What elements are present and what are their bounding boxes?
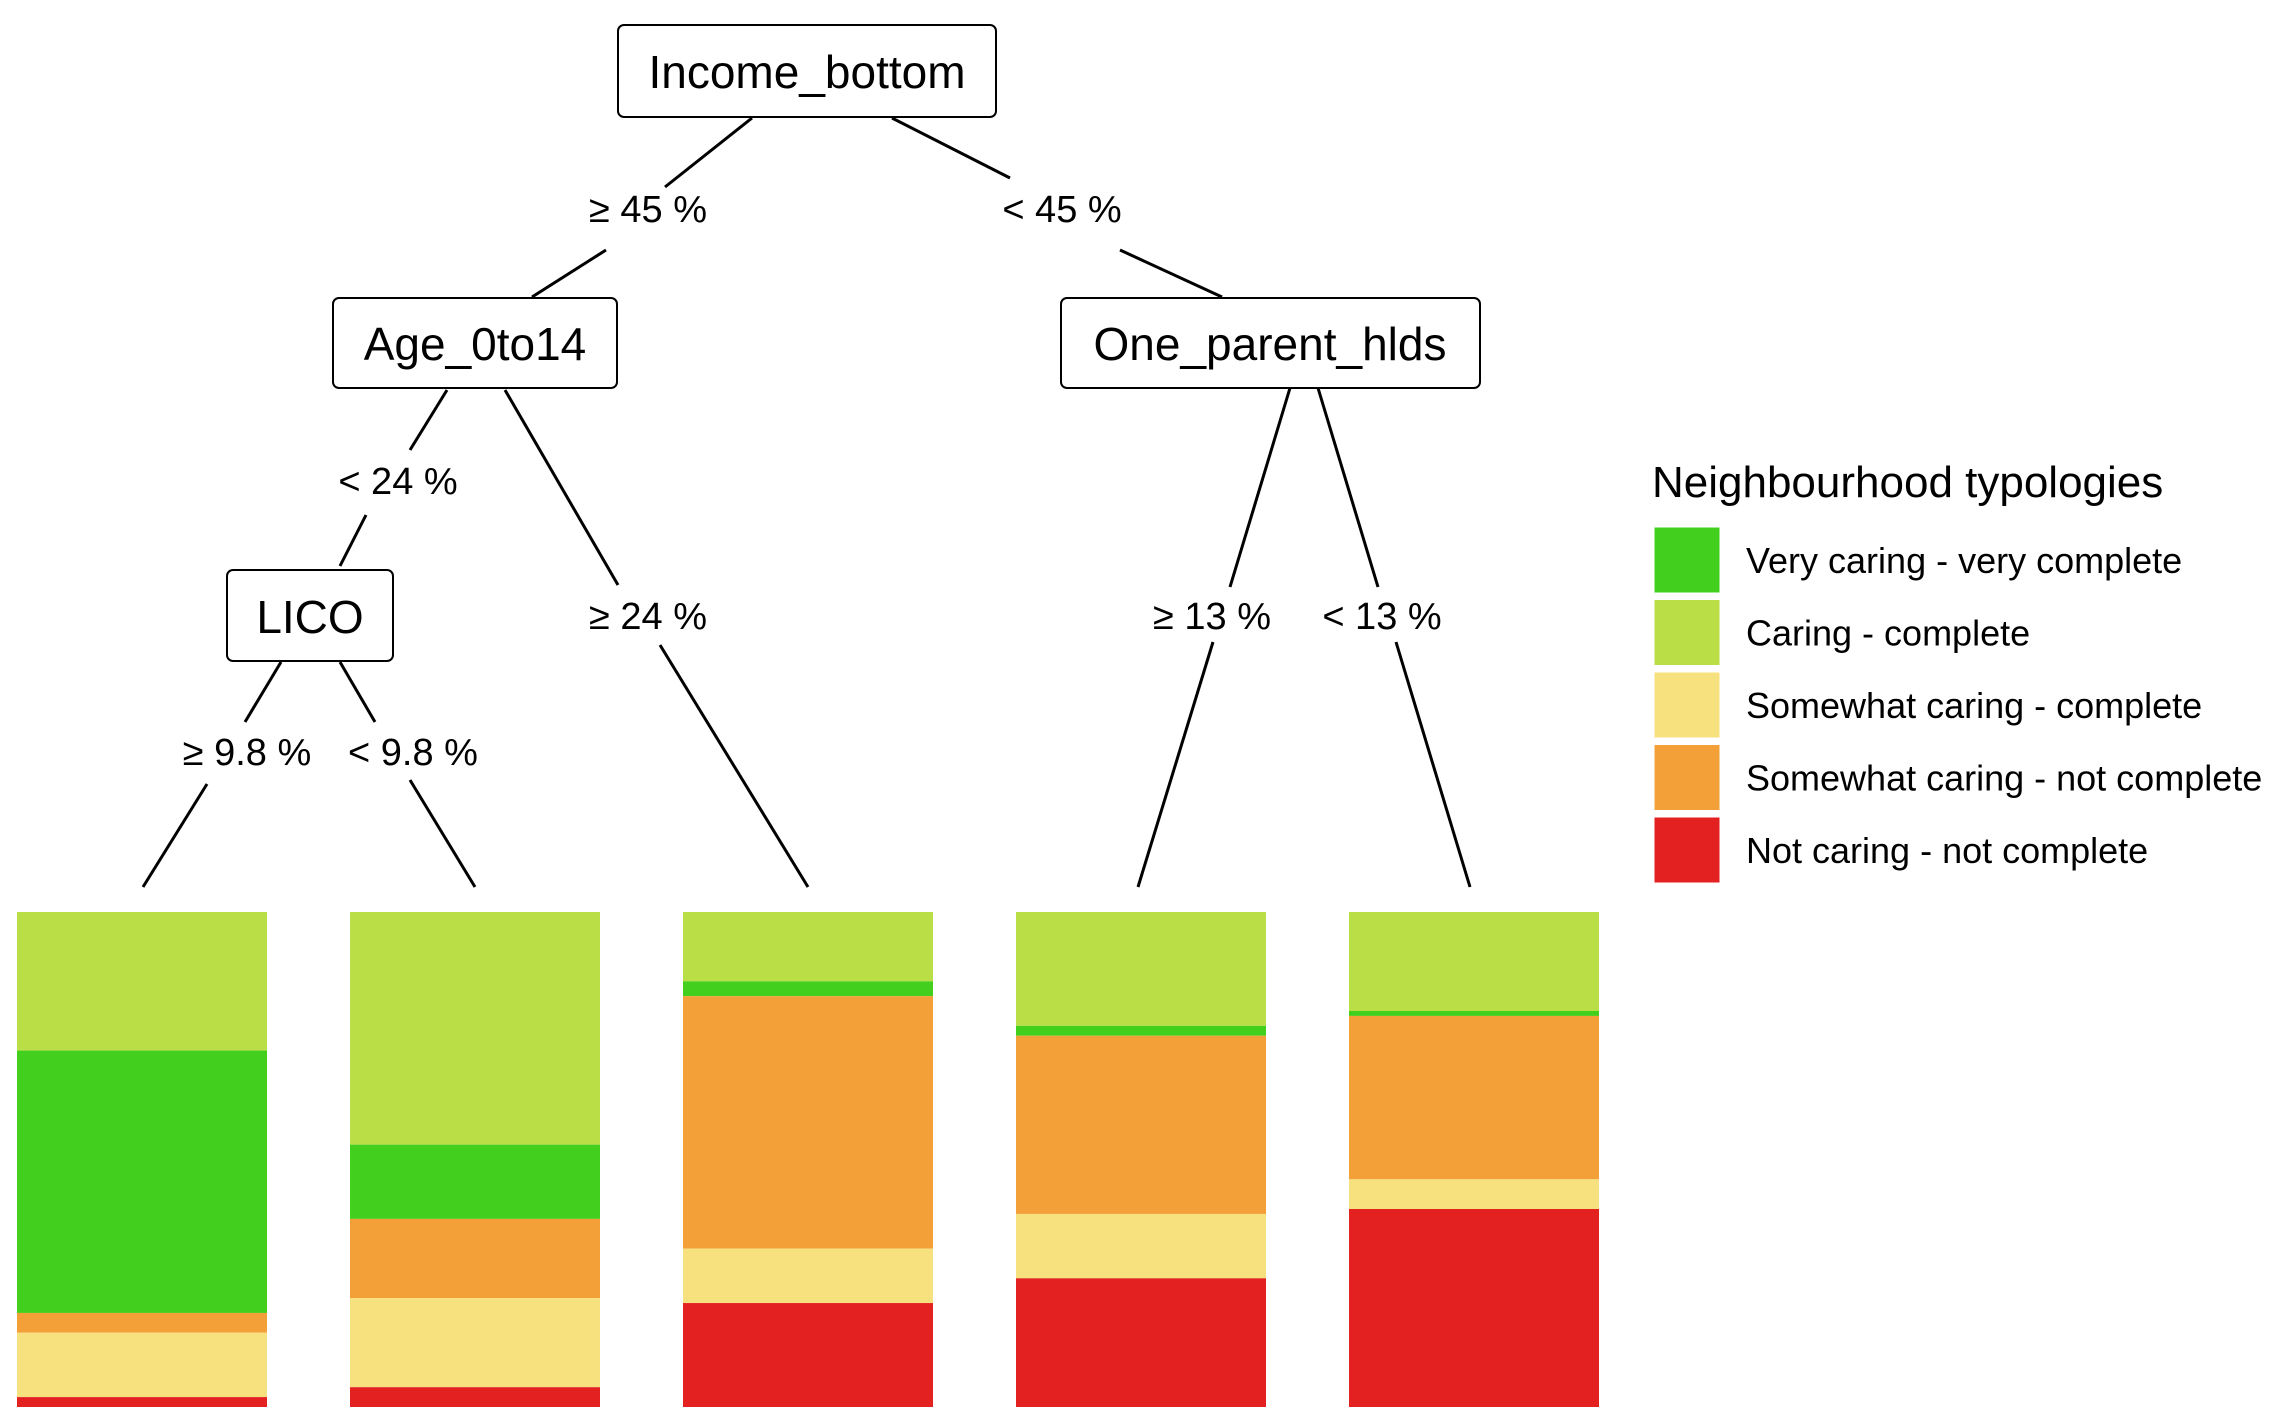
edge-label-lico-right: < 9.8 %: [348, 732, 478, 774]
bar-segment: [17, 1312, 267, 1333]
bar-segment: [1349, 1179, 1599, 1209]
stacked-bar: [683, 912, 933, 1407]
bar-segment: [683, 1248, 933, 1304]
stacked-bar: [350, 912, 600, 1407]
legend-label: Not caring - not complete: [1746, 830, 2148, 871]
bar-segment: [1349, 1011, 1599, 1016]
edge-age-left-lower: [338, 514, 368, 567]
bar-segment: [1349, 1015, 1599, 1180]
bar-segment: [17, 1397, 267, 1407]
bar-segment: [1349, 1209, 1599, 1407]
bar-segment: [1016, 1278, 1266, 1407]
edge-root-left-lower: [531, 248, 607, 299]
node-label-one-parent-hlds: One_parent_hlds: [1094, 318, 1447, 370]
tree-node-age-0to14: Age_0to14: [332, 297, 618, 389]
edge-op-left-lower: [1136, 641, 1215, 888]
edge-labels: ≥ 45 % < 45 % < 24 % ≥ 24 % ≥ 9.8 % < 9.…: [183, 189, 1442, 774]
legend-swatch: [1651, 814, 1723, 886]
bar-segment: [683, 981, 933, 997]
stacked-bar: [17, 912, 267, 1407]
edge-op-right-lower: [1394, 641, 1472, 888]
edge-label-age-right: ≥ 24 %: [589, 596, 707, 638]
legend-swatch: [1651, 669, 1723, 741]
legend-label: Somewhat caring - not complete: [1746, 758, 2262, 799]
bar-segment: [683, 996, 933, 1249]
bar-segment: [1016, 1035, 1266, 1214]
bar-segment: [1016, 1213, 1266, 1279]
bar-segment: [350, 1144, 600, 1219]
bar-segment: [1016, 912, 1266, 1026]
edge-label-op-left: ≥ 13 %: [1153, 596, 1271, 638]
bar-segment: [350, 912, 600, 1145]
bar-segment: [17, 912, 267, 1051]
bar-segment: [350, 1298, 600, 1388]
bar-segment: [17, 1050, 267, 1313]
tree-node-income-bottom: Income_bottom: [617, 24, 997, 118]
legend-swatch: [1651, 524, 1723, 596]
bar-segment: [683, 1303, 933, 1407]
node-label-lico: LICO: [256, 591, 363, 643]
tree-node-lico: LICO: [226, 569, 394, 662]
legend-title: Neighbourhood typologies: [1652, 458, 2163, 507]
edge-label-root-right: < 45 %: [1002, 189, 1121, 231]
edge-age-left-upper: [408, 389, 449, 451]
legend-label: Very caring - very complete: [1746, 540, 2182, 581]
edge-lico-right-upper: [338, 661, 377, 723]
legend-items: Very caring - very complete Caring - comp…: [1651, 524, 2262, 886]
legend-label: Somewhat caring - complete: [1746, 685, 2202, 726]
legend-swatch: [1651, 742, 1723, 813]
edge-label-lico-left: ≥ 9.8 %: [183, 732, 312, 774]
edge-root-right-lower: [1119, 248, 1223, 299]
edge-age-right-upper: [503, 389, 620, 586]
edge-lico-left-lower: [141, 783, 209, 888]
node-label-age-0to14: Age_0to14: [364, 318, 587, 370]
edge-label-op-right: < 13 %: [1322, 596, 1441, 638]
edge-label-age-left: < 24 %: [338, 461, 457, 503]
edge-op-left-upper: [1228, 387, 1292, 588]
legend-label: Caring - complete: [1746, 613, 2030, 654]
tree-node-one-parent-hlds: One_parent_hlds: [1060, 297, 1481, 389]
bar-segment: [1349, 912, 1599, 1011]
legend-swatch: [1651, 597, 1723, 668]
edge-lico-left-upper: [243, 661, 283, 723]
bar-segment: [350, 1387, 600, 1407]
bar-segment: [1016, 1025, 1266, 1036]
node-label-income-bottom: Income_bottom: [648, 46, 965, 98]
bar-segment: [17, 1332, 267, 1398]
bar-segment: [350, 1218, 600, 1299]
edge-lico-right-lower: [408, 779, 477, 888]
stacked-bar: [1349, 912, 1599, 1407]
edge-root-left-upper: [664, 116, 753, 189]
stacked-bar: [1016, 912, 1266, 1407]
bar-segment: [683, 912, 933, 982]
edge-age-right-lower: [658, 644, 810, 888]
legend: Neighbourhood typologies Very caring - v…: [1651, 458, 2262, 886]
edge-label-root-left: ≥ 45 %: [589, 189, 707, 231]
tree-edges: [141, 116, 1472, 888]
edge-root-right-upper: [891, 116, 1011, 180]
edge-op-right-upper: [1316, 387, 1380, 588]
terminal-node-bars: [17, 912, 1599, 1407]
